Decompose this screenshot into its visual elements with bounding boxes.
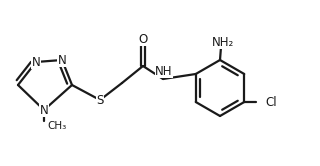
Text: CH₃: CH₃ [47, 121, 66, 131]
Text: NH₂: NH₂ [212, 36, 234, 48]
Text: NH: NH [155, 65, 173, 78]
Text: N: N [58, 53, 66, 67]
Text: N: N [40, 103, 48, 117]
Text: N: N [32, 55, 40, 69]
Text: Cl: Cl [265, 95, 277, 109]
Text: O: O [138, 33, 148, 45]
Text: S: S [96, 93, 104, 107]
